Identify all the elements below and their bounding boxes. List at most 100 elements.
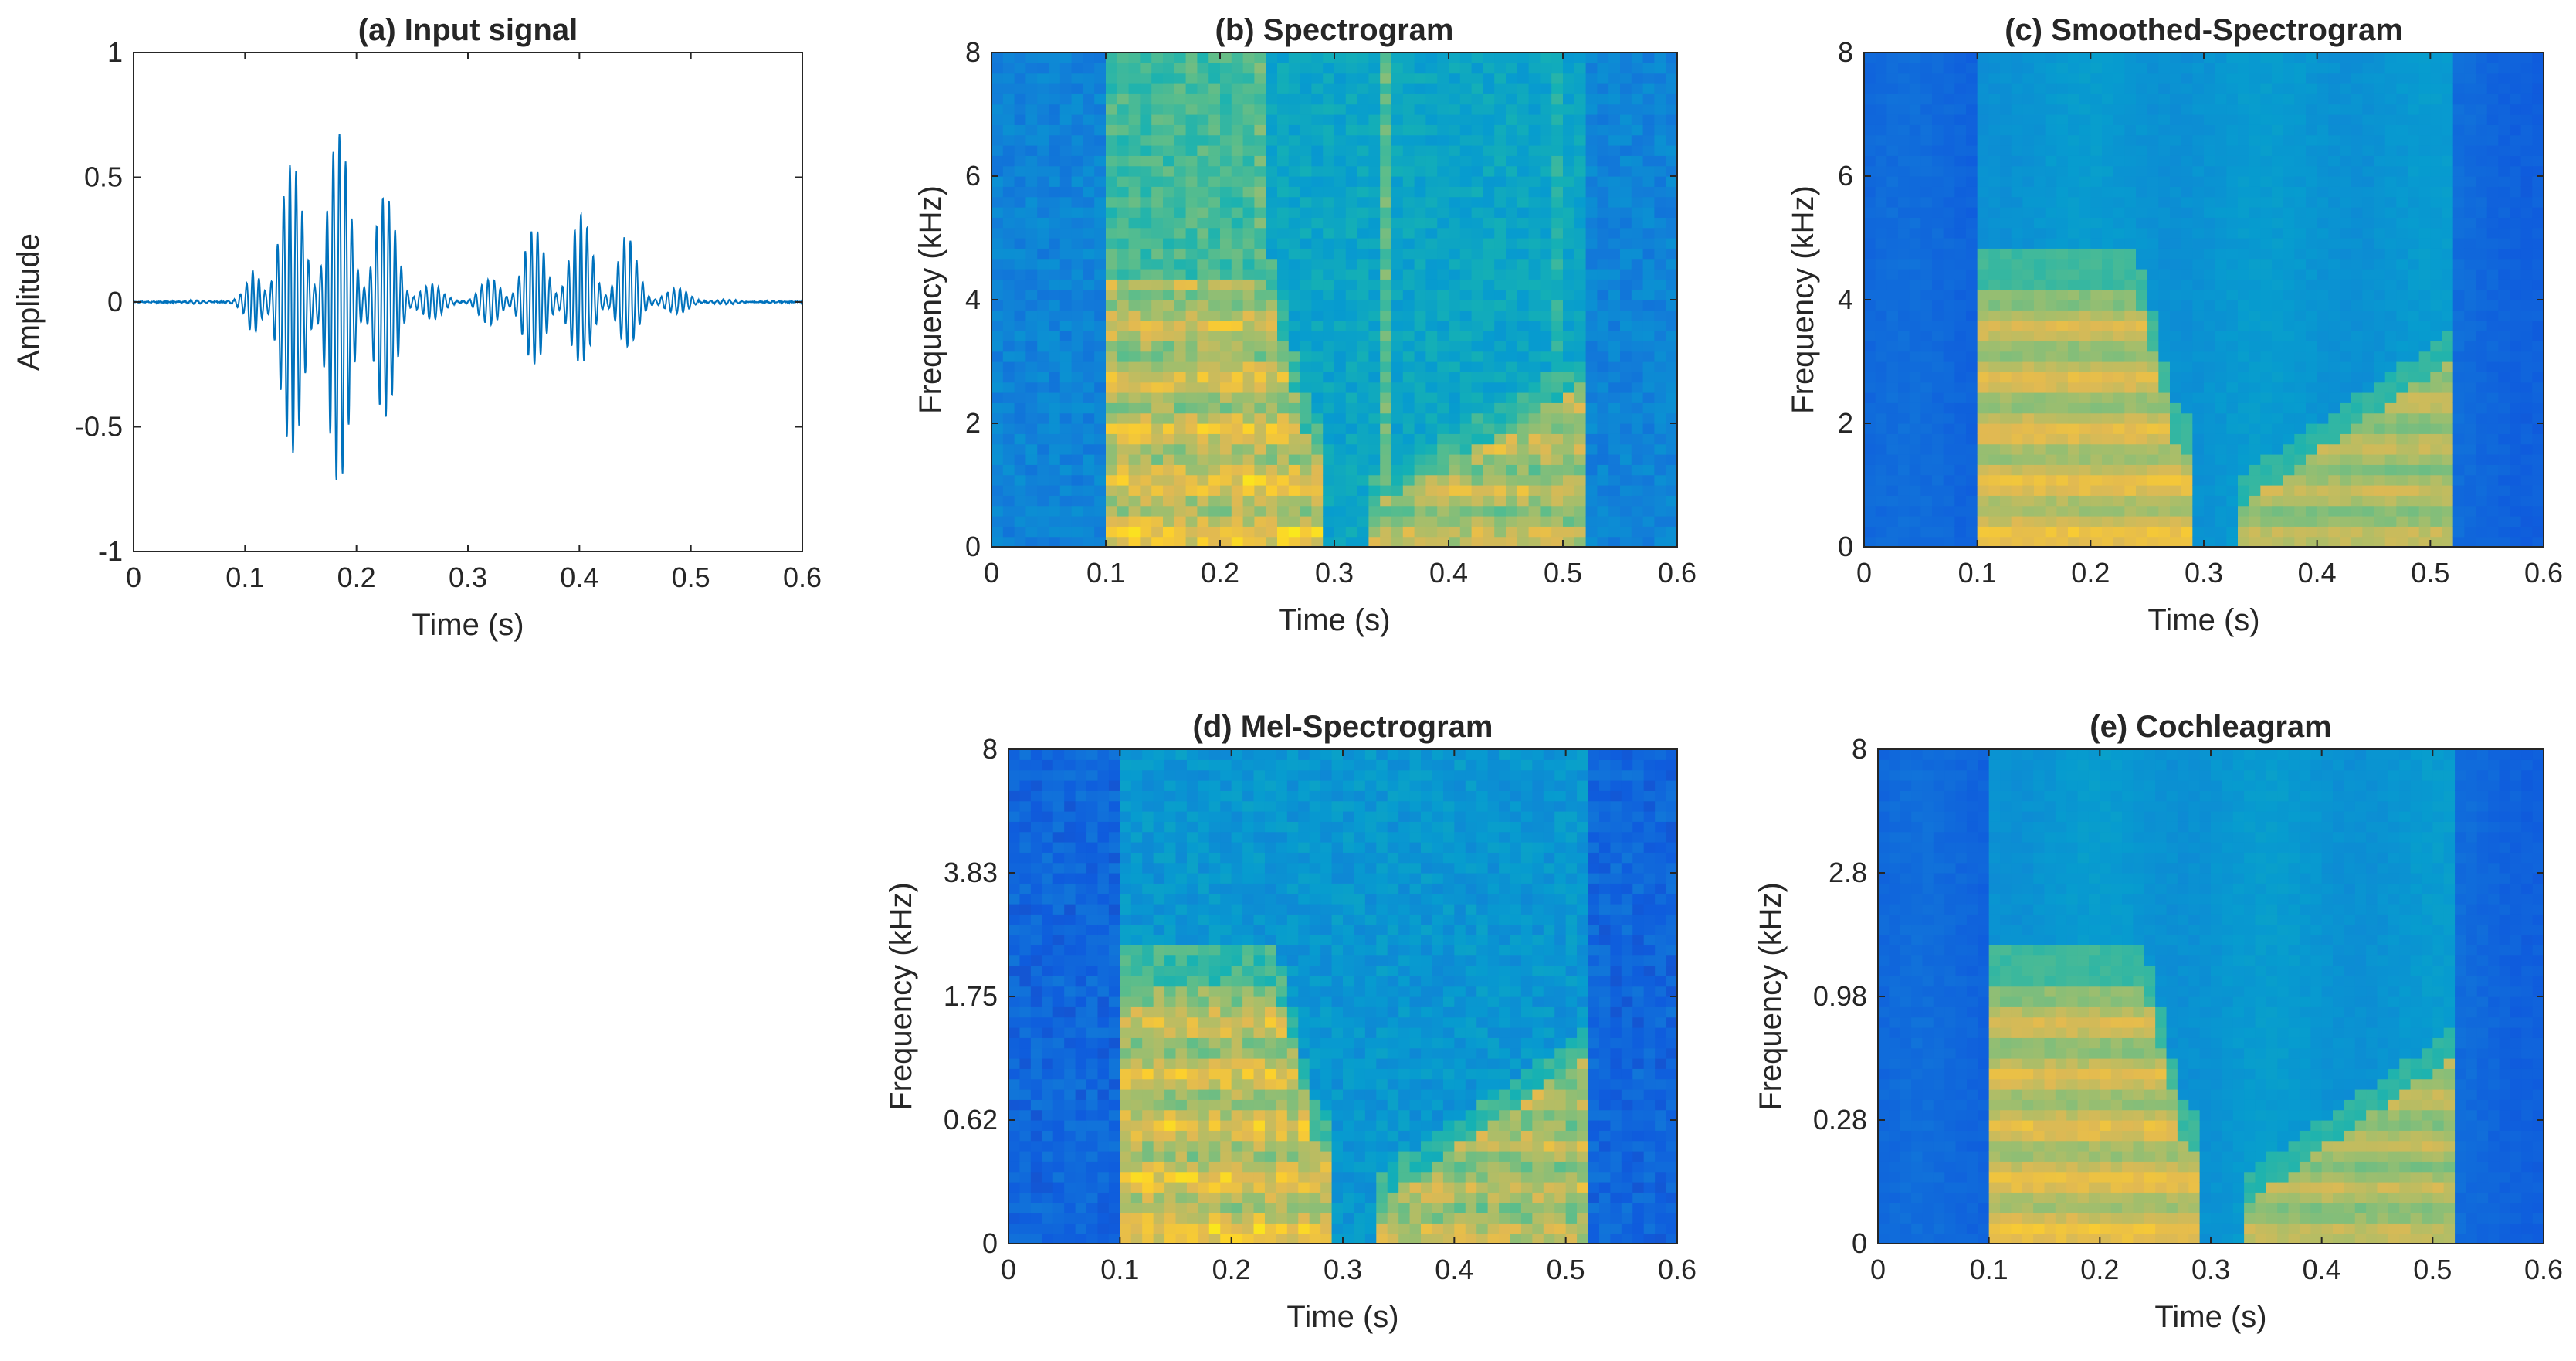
heatmap-cell [1909,361,1921,372]
heatmap-cell [2000,176,2012,187]
heatmap-cell [1574,258,1587,270]
heatmap-cell [1151,310,1164,321]
heatmap-cell [2215,269,2227,280]
heatmap-cell [1037,341,1049,352]
heatmap-cell [1059,351,1073,362]
heatmap-cell [1909,207,1921,218]
heatmap-cell [2136,134,2148,146]
heatmap-cell [2068,176,2080,187]
heatmap-cell [2011,443,2023,455]
heatmap-cell [2124,300,2137,311]
heatmap-cell [1517,165,1530,177]
heatmap-cell [2000,351,2012,362]
heatmap-cell [1049,300,1061,311]
heatmap-cell [1391,526,1404,538]
heatmap-cell [1886,402,1899,414]
heatmap-cell [1402,310,1415,321]
heatmap-cell [2068,495,2080,507]
heatmap-cell [2022,402,2035,414]
heatmap-cell [2328,165,2340,177]
heatmap-cell [1988,361,2001,372]
heatmap-cell [1334,289,1347,300]
heatmap-cell [1585,134,1598,146]
heatmap-cell [2113,145,2125,156]
heatmap-cell [1185,93,1198,105]
heatmap-cell [1414,423,1426,434]
heatmap-cell [1642,300,1655,311]
heatmap-cell [1140,63,1152,74]
heatmap-cell [1094,124,1107,136]
heatmap-cell [1528,165,1541,177]
heatmap-cell [1254,124,1266,136]
heatmap-cell [1597,495,1609,507]
heatmap-cell [2090,454,2103,465]
heatmap-cell [1220,155,1232,167]
heatmap-cell [1909,196,1921,208]
heatmap-cell [1266,238,1278,249]
heatmap-cell [1025,258,1038,270]
heatmap-cell [1311,93,1324,105]
heatmap-cell [2056,382,2069,393]
heatmap-cell [1954,443,1967,455]
heatmap-cell [1311,145,1324,156]
heatmap-cell [1631,361,1644,372]
heatmap-cell [1597,361,1609,372]
heatmap-cell [2215,495,2227,507]
heatmap-cell [1642,433,1655,445]
heatmap-cell [2147,73,2159,84]
heatmap-cell [1197,526,1209,538]
heatmap-cell [1875,207,1887,218]
heatmap-cell [2181,485,2193,496]
heatmap-cell [2226,227,2239,239]
heatmap-cell [1563,217,1575,229]
heatmap-cell [1059,320,1073,331]
heatmap-cell [2124,485,2137,496]
heatmap-cell [1368,279,1381,290]
heatmap-cell [1266,155,1278,167]
heatmap-cell [1471,155,1483,167]
heatmap-cell [2079,248,2091,260]
heatmap-cell [1943,485,1955,496]
heatmap-cell [2136,63,2148,74]
heatmap-cell [1988,454,2001,465]
heatmap-cell [1288,238,1301,249]
heatmap-cell [2045,93,2057,105]
heatmap-cell [1288,464,1301,476]
heatmap-cell [2306,454,2318,465]
heatmap-cell [2204,351,2216,362]
heatmap-cell [1049,341,1061,352]
heatmap-cell [1517,145,1530,156]
heatmap-cell [2136,269,2148,280]
heatmap-cell [1563,165,1575,177]
heatmap-cell [1083,392,1095,403]
heatmap-cell [1197,454,1209,465]
heatmap-cell [991,155,1004,167]
heatmap-cell [1357,227,1369,239]
heatmap-cell [1506,505,1518,517]
heatmap-cell [1334,165,1347,177]
heatmap-cell [2158,258,2171,270]
heatmap-cell [1174,320,1187,331]
heatmap-cell [2170,279,2182,290]
heatmap-cell [1071,331,1083,341]
x-tick-label: 0.5 [1544,557,1582,589]
heatmap-cell [1277,83,1290,94]
heatmap-cell [2124,351,2137,362]
heatmap-cell [2192,310,2205,321]
heatmap-cell [1517,372,1530,383]
heatmap-cell [1654,454,1666,465]
heatmap-cell [2204,320,2216,331]
heatmap-cell [1106,269,1118,280]
heatmap-cell [1323,196,1335,208]
heatmap-cell [2204,372,2216,383]
heatmap-cell [1334,392,1347,403]
heatmap-cell [1391,269,1404,280]
heatmap-cell [2294,269,2307,280]
heatmap-cell [1368,310,1381,321]
heatmap-cell [1323,320,1335,331]
heatmap-cell [1231,227,1244,239]
heatmap-cell [1402,433,1415,445]
heatmap-cell [1002,289,1015,300]
heatmap-cell [1231,104,1244,115]
heatmap-cell [1049,474,1061,486]
